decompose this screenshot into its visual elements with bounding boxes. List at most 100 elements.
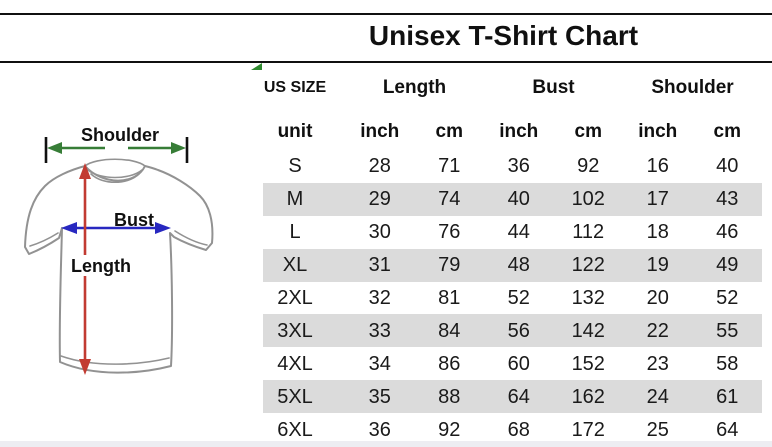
value-cell: 60 [507, 352, 530, 375]
bust-arrow [61, 222, 171, 234]
value-cell: 132 [571, 287, 605, 309]
value-cell: 33 [368, 319, 391, 342]
size-table: US SIZE Length Bust Shoulder unit inch c… [245, 63, 762, 446]
bottom-edge-strip [0, 441, 772, 447]
header-divider-line [0, 61, 772, 63]
size-cell: 2XL [277, 287, 313, 309]
collar-ribbing [84, 158, 146, 184]
value-cell: 172 [571, 418, 605, 441]
page-title: Unisex T-Shirt Chart [368, 20, 639, 51]
value-cell: 46 [716, 221, 739, 244]
value-cell: 64 [507, 385, 530, 408]
size-cell: M [286, 188, 304, 211]
size-cell: XL [282, 254, 308, 277]
value-cell: 16 [646, 155, 669, 178]
value-cell: 19 [646, 254, 669, 277]
value-cell: 76 [438, 221, 461, 244]
value-cell: 40 [507, 188, 530, 211]
value-cell: 68 [507, 418, 530, 441]
size-cell: 3XL [277, 319, 313, 342]
cell-corner-marker-icon [251, 63, 262, 70]
tshirt-measure-diagram: Shoulder Bust Length [24, 125, 214, 375]
table-row: 5XL 35 88 64 162 24 61 [245, 380, 762, 414]
value-cell: 40 [716, 155, 739, 178]
unit-col-header: inch [360, 120, 400, 142]
value-cell: 86 [438, 352, 461, 375]
value-cell: 64 [716, 418, 739, 441]
table-header-row: US SIZE Length Bust Shoulder [245, 63, 762, 112]
value-cell: 43 [716, 188, 739, 211]
value-cell: 88 [438, 385, 461, 408]
value-cell: 122 [571, 254, 605, 277]
us-size-header: US SIZE [263, 78, 327, 96]
value-cell: 48 [507, 254, 530, 277]
length-label: Length [71, 256, 131, 276]
value-cell: 74 [438, 188, 461, 211]
value-cell: 28 [368, 155, 391, 178]
value-cell: 36 [368, 418, 391, 441]
value-cell: 25 [646, 418, 669, 441]
value-cell: 162 [571, 385, 605, 408]
shoulder-arrow [47, 142, 186, 154]
table-row: 2XL 32 81 52 132 20 52 [245, 282, 762, 315]
value-cell: 84 [438, 319, 461, 342]
value-cell: 61 [716, 385, 739, 408]
value-cell: 23 [646, 352, 669, 375]
value-cell: 20 [646, 287, 669, 309]
value-cell: 22 [646, 319, 669, 342]
value-cell: 44 [507, 221, 530, 244]
table-row: 4XL 34 86 60 152 23 58 [245, 347, 762, 380]
value-cell: 142 [571, 319, 605, 342]
value-cell: 71 [438, 155, 461, 178]
table-row: L 30 76 44 112 18 46 [245, 216, 762, 249]
size-cell: L [289, 221, 301, 244]
value-cell: 102 [571, 188, 605, 211]
value-cell: 92 [438, 418, 461, 441]
shoulder-label: Shoulder [81, 125, 159, 145]
value-cell: 52 [716, 287, 739, 309]
table-row: XL 31 79 48 122 19 49 [245, 248, 762, 282]
value-cell: 36 [507, 155, 530, 178]
value-cell: 56 [507, 319, 530, 342]
table-row: 3XL 33 84 56 142 22 55 [245, 314, 762, 348]
unit-row: unit inch cm inch cm inch cm [245, 112, 762, 150]
value-cell: 58 [716, 352, 739, 375]
value-cell: 30 [368, 221, 391, 244]
unit-col-header: inch [499, 120, 539, 142]
value-cell: 152 [571, 352, 605, 375]
value-cell: 92 [577, 155, 600, 178]
value-cell: 49 [716, 254, 739, 277]
value-cell: 81 [438, 287, 461, 309]
table-row: S 28 71 36 92 16 40 [245, 150, 762, 183]
size-cell: S [288, 155, 302, 178]
bust-label: Bust [114, 210, 154, 230]
length-group-header: Length [382, 77, 447, 98]
value-cell: 112 [572, 221, 605, 244]
value-cell: 35 [368, 385, 391, 408]
size-cell: 4XL [277, 352, 313, 375]
value-cell: 24 [646, 385, 669, 408]
table-row: M 29 74 40 102 17 43 [245, 182, 762, 216]
size-cell: 6XL [277, 418, 313, 441]
unit-col-header: cm [713, 120, 741, 142]
value-cell: 32 [368, 287, 391, 309]
value-cell: 31 [368, 254, 391, 277]
unit-label: unit [277, 120, 313, 142]
top-divider-line [0, 13, 772, 15]
value-cell: 79 [438, 254, 461, 277]
table-row: 6XL 36 92 68 172 25 64 [245, 413, 762, 446]
unit-col-header: inch [638, 120, 678, 142]
value-cell: 55 [716, 319, 739, 342]
value-cell: 18 [646, 221, 669, 244]
table-body: S 28 71 36 92 16 40 M 29 74 40 102 17 43 L 30 76 44 112 18 4… [245, 150, 762, 446]
value-cell: 17 [646, 188, 669, 211]
bust-group-header: Bust [532, 77, 575, 98]
unit-col-header: cm [574, 120, 602, 142]
value-cell: 34 [368, 352, 391, 375]
value-cell: 52 [507, 287, 530, 309]
shoulder-group-header: Shoulder [651, 77, 734, 98]
size-cell: 5XL [277, 385, 313, 408]
unit-col-header: cm [435, 120, 463, 142]
length-label-backdrop [68, 255, 135, 276]
value-cell: 29 [368, 188, 391, 211]
